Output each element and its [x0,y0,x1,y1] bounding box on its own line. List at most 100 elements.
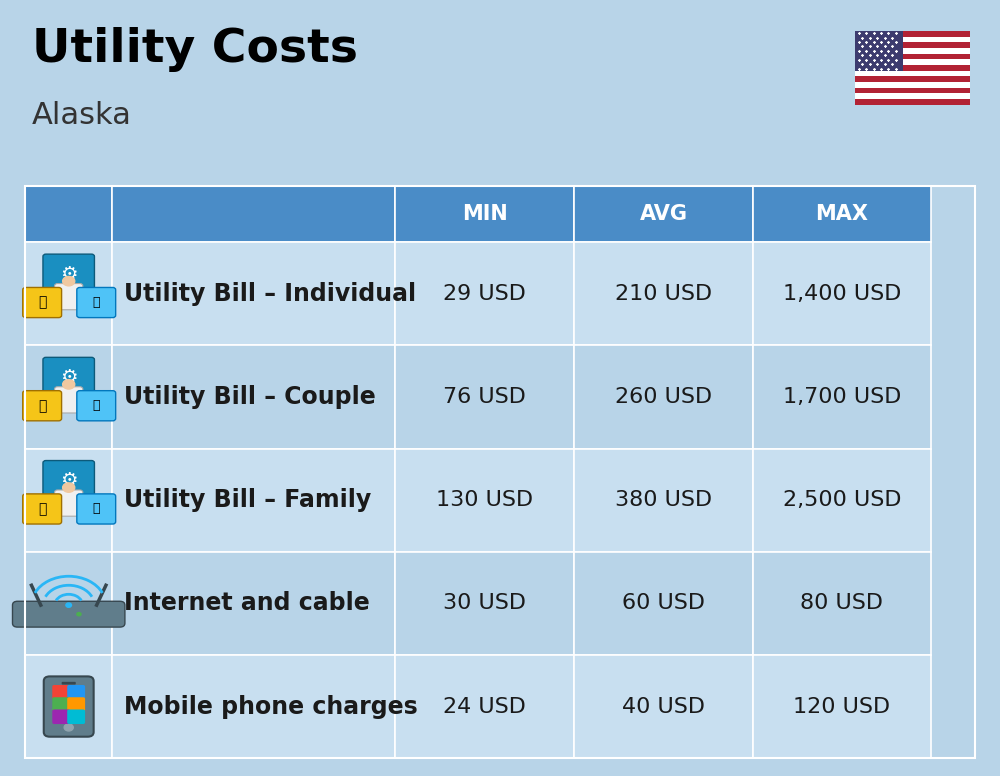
FancyBboxPatch shape [52,697,70,712]
Text: 🚿: 🚿 [92,502,100,515]
Text: AVG: AVG [639,204,687,224]
FancyBboxPatch shape [855,82,970,88]
Text: 76 USD: 76 USD [443,387,526,407]
FancyBboxPatch shape [855,71,970,76]
FancyBboxPatch shape [112,345,395,449]
FancyBboxPatch shape [855,60,970,65]
FancyBboxPatch shape [67,709,85,724]
Text: 24 USD: 24 USD [443,697,526,716]
Text: 80 USD: 80 USD [800,594,884,613]
FancyBboxPatch shape [25,449,112,552]
FancyBboxPatch shape [23,494,62,524]
FancyBboxPatch shape [23,287,62,317]
Text: 260 USD: 260 USD [615,387,712,407]
FancyBboxPatch shape [395,345,574,449]
Text: 🔌: 🔌 [38,296,46,310]
FancyBboxPatch shape [25,655,112,758]
FancyBboxPatch shape [574,655,753,758]
FancyBboxPatch shape [112,552,395,655]
Text: 1,700 USD: 1,700 USD [783,387,901,407]
Circle shape [77,612,81,616]
Text: 380 USD: 380 USD [615,490,712,510]
Text: 210 USD: 210 USD [615,284,712,303]
Text: Internet and cable: Internet and cable [124,591,370,615]
FancyBboxPatch shape [12,601,125,627]
FancyBboxPatch shape [753,186,931,242]
FancyBboxPatch shape [753,552,931,655]
FancyBboxPatch shape [395,242,574,345]
FancyBboxPatch shape [753,345,931,449]
Text: ⚙: ⚙ [60,471,77,490]
Text: 40 USD: 40 USD [622,697,705,716]
Text: ⚙: ⚙ [60,368,77,386]
Text: Utility Bill – Individual: Utility Bill – Individual [124,282,417,306]
FancyBboxPatch shape [77,287,116,317]
Text: 60 USD: 60 USD [622,594,705,613]
FancyBboxPatch shape [112,242,395,345]
FancyBboxPatch shape [855,31,970,105]
Text: 1,400 USD: 1,400 USD [783,284,901,303]
FancyBboxPatch shape [25,345,112,449]
FancyBboxPatch shape [753,242,931,345]
FancyBboxPatch shape [62,682,76,684]
FancyBboxPatch shape [112,186,395,242]
FancyBboxPatch shape [67,697,85,712]
FancyBboxPatch shape [23,390,62,421]
FancyBboxPatch shape [25,552,112,655]
FancyBboxPatch shape [55,386,83,413]
FancyBboxPatch shape [52,709,70,724]
Text: 130 USD: 130 USD [436,490,533,510]
FancyBboxPatch shape [43,460,94,501]
FancyBboxPatch shape [67,685,85,699]
Text: 29 USD: 29 USD [443,284,526,303]
Text: 🔌: 🔌 [38,399,46,413]
FancyBboxPatch shape [52,685,70,699]
FancyBboxPatch shape [753,449,931,552]
Text: 🚿: 🚿 [92,296,100,309]
Text: 🚿: 🚿 [92,399,100,412]
FancyBboxPatch shape [54,686,84,723]
FancyBboxPatch shape [395,655,574,758]
Circle shape [66,603,71,608]
Text: Mobile phone charges: Mobile phone charges [124,695,418,719]
FancyBboxPatch shape [753,655,931,758]
FancyBboxPatch shape [855,36,970,43]
FancyBboxPatch shape [25,186,112,242]
Text: ⚙: ⚙ [60,265,77,283]
Text: Utility Bill – Couple: Utility Bill – Couple [124,385,376,409]
FancyBboxPatch shape [395,449,574,552]
Text: MIN: MIN [462,204,508,224]
Text: Utility Bill – Family: Utility Bill – Family [124,488,372,512]
FancyBboxPatch shape [574,242,753,345]
FancyBboxPatch shape [855,31,903,71]
FancyBboxPatch shape [43,357,94,397]
Text: 2,500 USD: 2,500 USD [783,490,901,510]
FancyBboxPatch shape [574,345,753,449]
FancyBboxPatch shape [55,490,83,516]
Text: 🔌: 🔌 [38,502,46,516]
FancyBboxPatch shape [55,283,83,310]
FancyBboxPatch shape [574,449,753,552]
FancyBboxPatch shape [855,93,970,99]
Text: 30 USD: 30 USD [443,594,526,613]
FancyBboxPatch shape [112,449,395,552]
Text: Alaska: Alaska [32,101,132,130]
FancyBboxPatch shape [574,552,753,655]
FancyBboxPatch shape [25,242,112,345]
Text: MAX: MAX [815,204,868,224]
FancyBboxPatch shape [77,390,116,421]
FancyBboxPatch shape [574,186,753,242]
FancyBboxPatch shape [395,186,574,242]
FancyBboxPatch shape [44,677,94,736]
FancyBboxPatch shape [77,494,116,524]
FancyBboxPatch shape [855,48,970,54]
Circle shape [63,276,75,286]
Circle shape [63,379,75,389]
Circle shape [63,483,75,492]
FancyBboxPatch shape [112,655,395,758]
Text: Utility Costs: Utility Costs [32,27,358,72]
FancyBboxPatch shape [43,254,94,294]
Text: 120 USD: 120 USD [793,697,891,716]
FancyBboxPatch shape [395,552,574,655]
Circle shape [64,724,73,731]
